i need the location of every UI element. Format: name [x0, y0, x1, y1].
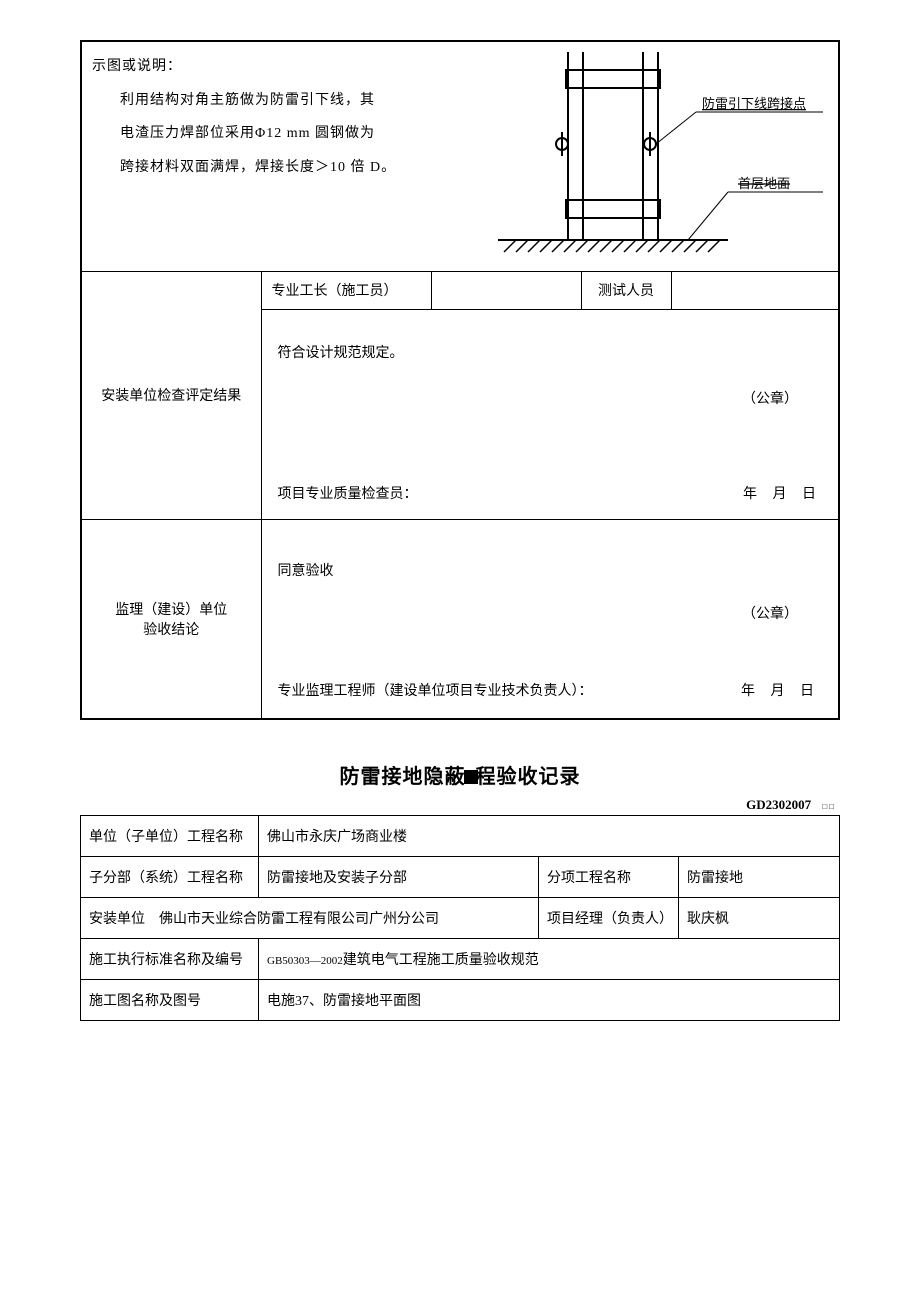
- project-info-table: 单位（子单位）工程名称 佛山市永庆广场商业楼 子分部（系统）工程名称 防雷接地及…: [80, 815, 840, 1021]
- info-r4c2: GB50303—2002建筑电气工程施工质量验收规范: [259, 939, 840, 980]
- info-r2c3: 分项工程名称: [539, 857, 679, 898]
- tester-value: [671, 271, 839, 309]
- inspection-table: 示图或说明： 利用结构对角主筋做为防雷引下线，其 电渣压力焊部位采用Φ12 mm…: [80, 40, 840, 720]
- install-result-cell: 符合设计规范规定。 （公章） 项目专业质量检查员： 年 月 日: [261, 309, 839, 519]
- info-r3c4: 耿庆枫: [679, 898, 840, 939]
- info-r3c1: 安装单位: [89, 912, 145, 927]
- desc-line-2: 电渣压力焊部位采用Φ12 mm 圆钢做为: [92, 117, 462, 151]
- title-post: 程验收记录: [476, 766, 581, 788]
- info-r4c2-post: 建筑电气工程施工质量验收规范: [343, 953, 539, 968]
- install-date: 年 月 日: [743, 483, 822, 503]
- info-r1c1: 单位（子单位）工程名称: [81, 816, 259, 857]
- supervise-label-2: 验收结论: [92, 619, 251, 639]
- info-r2c2: 防雷接地及安装子分部: [259, 857, 539, 898]
- info-r2c4: 防雷接地: [679, 857, 840, 898]
- form-code: GD2302007: [746, 797, 811, 812]
- supervise-label-1: 监理（建设）单位: [92, 599, 251, 619]
- info-r3c3: 项目经理（负责人）: [539, 898, 679, 939]
- supervise-cell: 同意验收 （公章） 专业监理工程师（建设单位项目专业技术负责人）： 年 月 日: [261, 519, 839, 719]
- description-diagram-cell: 示图或说明： 利用结构对角主筋做为防雷引下线，其 电渣压力焊部位采用Φ12 mm…: [81, 41, 839, 271]
- diagram-label-jumper: 防雷引下线跨接点: [702, 96, 806, 111]
- supervise-label-cell: 监理（建设）单位 验收结论: [81, 519, 261, 719]
- info-r3c2: 佛山市天业综合防雷工程有限公司广州分公司: [159, 912, 439, 927]
- description-text: 示图或说明： 利用结构对角主筋做为防雷引下线，其 电渣压力焊部位采用Φ12 mm…: [92, 50, 462, 184]
- tester-label: 测试人员: [581, 271, 671, 309]
- install-result-seal: （公章）: [742, 388, 798, 408]
- title-pre: 防雷接地隐蔽: [340, 766, 466, 788]
- install-inspector-label: 项目专业质量检查员：: [278, 487, 418, 502]
- info-r5c2-post: 防雷接地平面图: [323, 994, 421, 1009]
- form-code-boxes: □□: [822, 802, 836, 811]
- desc-line-3: 跨接材料双面满焊，焊接长度＞10 倍 D。: [92, 151, 462, 185]
- section-title: 防雷接地隐蔽程验收记录: [80, 760, 840, 789]
- desc-header: 示图或说明：: [92, 50, 462, 84]
- info-r5c1: 施工图名称及图号: [81, 980, 259, 1021]
- foreman-label: 专业工长（施工员）: [261, 271, 431, 309]
- info-r4c2-pre: GB50303—2002: [267, 955, 343, 967]
- desc-line-1: 利用结构对角主筋做为防雷引下线，其: [92, 84, 462, 118]
- document-container: 示图或说明： 利用结构对角主筋做为防雷引下线，其 电渣压力焊部位采用Φ12 mm…: [80, 40, 840, 1021]
- install-result-label: 安装单位检查评定结果: [81, 271, 261, 519]
- info-r3-left: 安装单位 佛山市天业综合防雷工程有限公司广州分公司: [81, 898, 539, 939]
- info-r5c2-pre: 电施37、: [267, 994, 323, 1009]
- supervise-engineer-label: 专业监理工程师（建设单位项目专业技术负责人）：: [278, 684, 593, 699]
- supervise-seal: （公章）: [742, 603, 798, 623]
- info-r5c2: 电施37、防雷接地平面图: [259, 980, 840, 1021]
- foreman-value: [431, 271, 581, 309]
- install-result-comply: 符合设计规范规定。: [278, 342, 823, 362]
- info-r4c1: 施工执行标准名称及编号: [81, 939, 259, 980]
- diagram-label-ground: 首层地面: [738, 176, 790, 191]
- supervise-date: 年 月 日: [741, 680, 820, 700]
- lightning-diagram: 防雷引下线跨接点 首层地面: [458, 52, 828, 262]
- form-code-row: GD2302007 □□: [80, 797, 840, 813]
- supervise-agree: 同意验收: [278, 560, 823, 580]
- info-r2c1: 子分部（系统）工程名称: [81, 857, 259, 898]
- info-r1c2: 佛山市永庆广场商业楼: [259, 816, 840, 857]
